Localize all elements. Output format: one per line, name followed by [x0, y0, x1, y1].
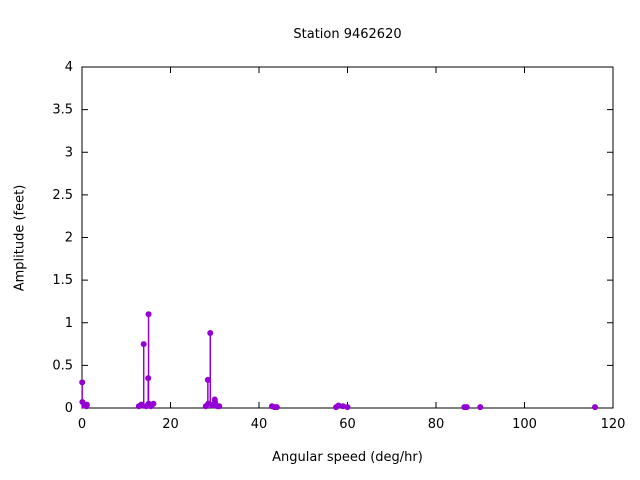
x-tick-label: 120: [601, 417, 626, 432]
data-point: [335, 402, 342, 409]
x-axis-label: Angular speed (deg/hr): [272, 450, 423, 465]
x-tick-label: 80: [428, 417, 445, 432]
y-tick-label: 0: [65, 401, 73, 416]
y-tick-label: 2: [65, 231, 73, 246]
y-tick-label: 3.5: [52, 103, 73, 118]
data-point: [150, 400, 157, 407]
data-point: [204, 376, 211, 383]
data-point: [83, 401, 90, 408]
data-point: [463, 404, 470, 411]
data-point: [140, 341, 147, 348]
data-point: [216, 403, 223, 410]
data-point: [79, 379, 86, 386]
data-point: [477, 404, 484, 411]
y-tick-label: 3: [65, 145, 73, 160]
x-tick-label: 40: [251, 417, 268, 432]
y-tick-label: 2.5: [52, 188, 73, 203]
x-tick-label: 20: [162, 417, 179, 432]
y-tick-label: 1: [65, 316, 73, 331]
data-point: [207, 329, 214, 336]
x-tick-label: 100: [512, 417, 537, 432]
chart-title: Station 9462620: [293, 27, 402, 42]
axes-border: [81, 66, 614, 409]
y-tick-label: 1.5: [52, 273, 73, 288]
y-tick-label: 4: [65, 60, 73, 75]
data-point: [592, 404, 599, 411]
data-point: [344, 404, 351, 411]
x-tick-label: 0: [78, 417, 86, 432]
y-tick-label: 0.5: [52, 358, 73, 373]
data-point: [340, 403, 347, 410]
data-point: [273, 404, 280, 411]
data-point: [145, 311, 152, 318]
x-tick-label: 60: [339, 417, 356, 432]
